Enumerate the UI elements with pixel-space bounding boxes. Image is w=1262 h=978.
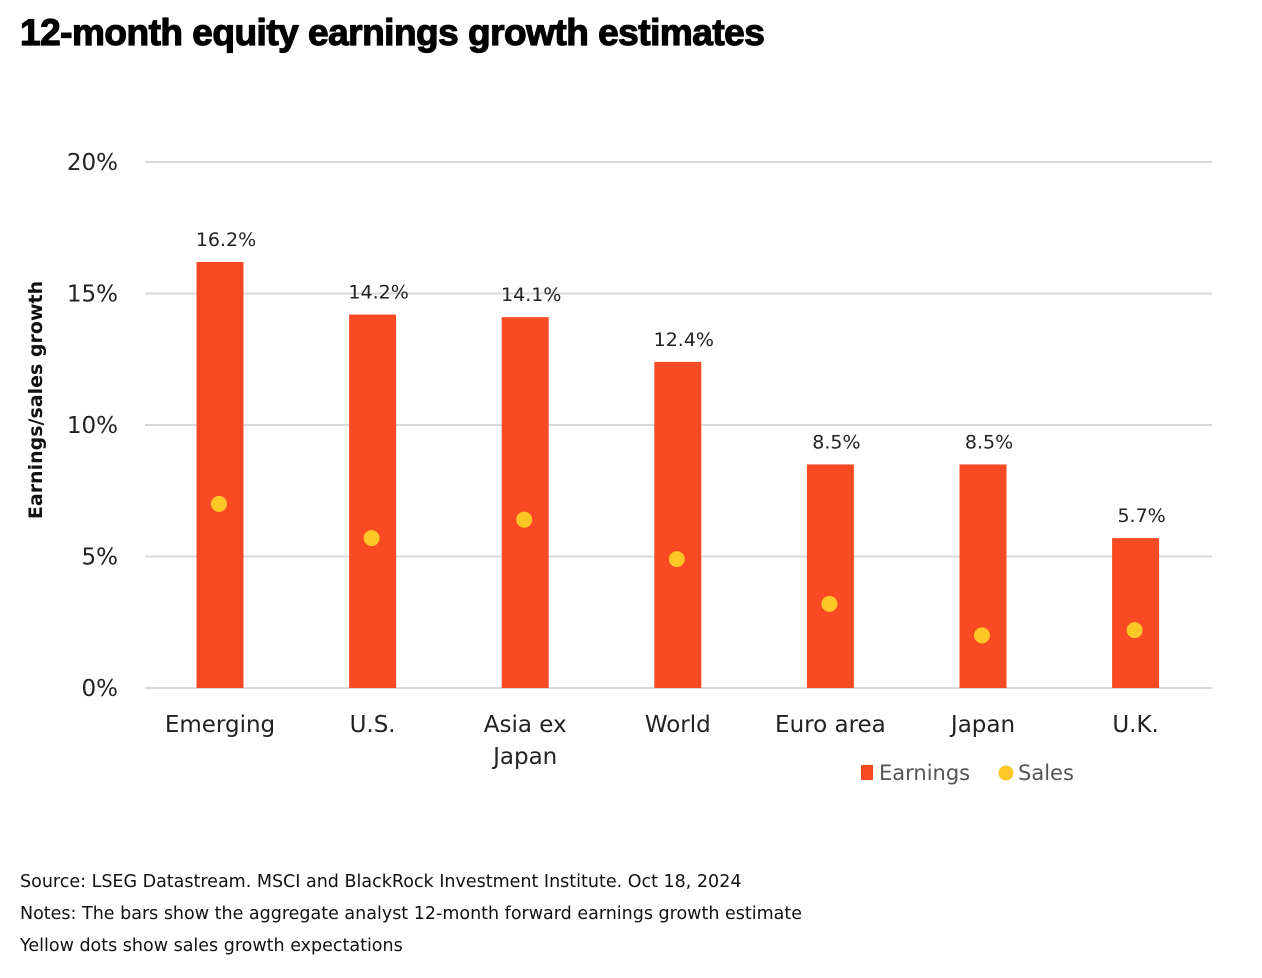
legend: Earnings Sales: [861, 761, 1074, 785]
earnings-bar: [1112, 538, 1160, 688]
bar-value-label: 8.5%: [965, 431, 1013, 453]
bar-value-label: 5.7%: [1117, 505, 1165, 527]
legend-sales-label: Sales: [1018, 761, 1074, 785]
chart: 0% 5% 10% 15% 20% Earnings/sales growth 16.2…: [25, 150, 1212, 785]
earnings-bar: [806, 464, 854, 688]
sales-dot: [668, 551, 685, 568]
x-axis-categories: Emerging U.S. Asia ex Japan World Euro area Ja…: [165, 712, 1159, 770]
earnings-bar: [196, 261, 244, 688]
earnings-bar: [654, 361, 702, 688]
sales-dot: [821, 595, 838, 612]
x-category-label: Emerging: [165, 712, 275, 738]
earnings-bar: [959, 464, 1007, 688]
y-tick-label: 20%: [67, 150, 118, 176]
y-tick-label: 15%: [67, 282, 118, 308]
y-axis-label: Earnings/sales growth: [25, 281, 47, 519]
bar-value-label: 12.4%: [654, 329, 714, 351]
y-tick-label: 10%: [67, 413, 118, 439]
earnings-bar: [501, 317, 549, 688]
y-tick-label: 5%: [82, 545, 119, 571]
earnings-bars: [196, 261, 1160, 688]
x-category-label: U.S.: [350, 712, 396, 738]
legend-earnings-swatch: [861, 765, 873, 780]
bar-value-label: 14.1%: [501, 284, 561, 306]
bar-value-label: 8.5%: [812, 431, 860, 453]
legend-sales-swatch: [998, 765, 1014, 781]
sales-dot: [516, 511, 533, 528]
bar-value-labels: 16.2% 14.2% 14.1% 12.4% 8.5% 8.5% 5.7%: [196, 229, 1166, 527]
y-tick-label: 0%: [82, 676, 119, 702]
x-category-label: World: [645, 712, 711, 738]
x-category-label: Japan: [949, 712, 1015, 738]
x-category-label: U.K.: [1112, 712, 1159, 738]
notes-text: Notes: The bars show the aggregate analy…: [20, 904, 803, 924]
sales-dot: [974, 627, 990, 644]
sales-dot: [211, 495, 227, 512]
x-category-label: Euro area: [775, 712, 886, 738]
dots-note: Yellow dots show sales growth expectatio…: [20, 936, 403, 956]
x-category-label: Asia ex: [484, 712, 567, 738]
x-category-label: Japan: [491, 744, 557, 770]
sales-dot: [363, 530, 380, 547]
sales-dot: [1126, 622, 1143, 639]
legend-earnings-label: Earnings: [879, 761, 970, 785]
source-note: Source: LSEG Datastream. MSCI and BlackR…: [20, 872, 742, 892]
bar-value-label: 14.2%: [348, 282, 408, 304]
earnings-bar: [349, 314, 397, 688]
bar-value-label: 16.2%: [196, 229, 256, 251]
chart-title: 12-month equity earnings growth estimate…: [19, 11, 765, 53]
sales-dots: [211, 495, 1143, 644]
y-axis-ticks: 0% 5% 10% 15% 20%: [67, 150, 118, 702]
